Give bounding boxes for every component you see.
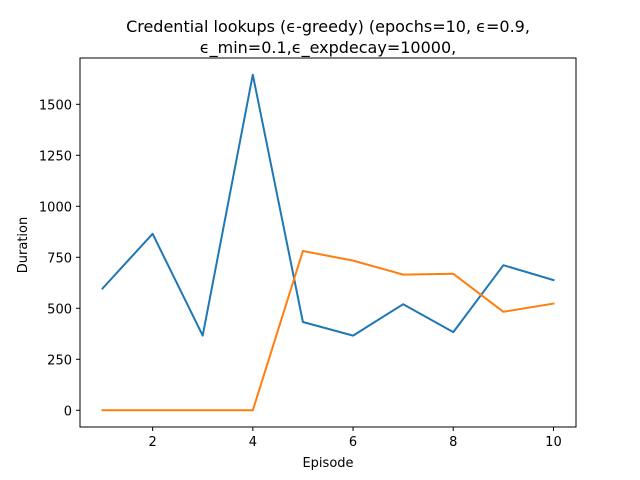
x-tick-label: 10 — [545, 435, 562, 450]
y-tick-label: 500 — [47, 302, 72, 317]
plot-area: 2 4 6 8 10 0 250 500 750 1000 1250 1500 — [39, 57, 577, 450]
x-tick-label: 2 — [149, 435, 157, 450]
y-tick-label: 1250 — [39, 149, 72, 164]
chart-title-line-2: ϵ_min=0.1,ϵ_expdecay=10000, — [200, 38, 456, 58]
x-tick-label: 8 — [449, 435, 457, 450]
y-tick-label: 750 — [47, 251, 72, 266]
y-tick-label: 1000 — [39, 200, 72, 215]
series-line-1 — [101, 73, 555, 337]
plot-frame — [79, 57, 577, 428]
y-tick-label: 250 — [47, 353, 72, 368]
x-axis-label: Episode — [302, 456, 353, 471]
x-tick-label: 6 — [349, 435, 357, 450]
y-axis-label: Duration — [16, 217, 31, 273]
chart-title-line-1: Credential lookups (ϵ-greedy) (epochs=10… — [126, 17, 530, 36]
y-tick-label: 1500 — [39, 98, 72, 113]
series-line-2 — [101, 250, 555, 412]
y-tick-label: 0 — [64, 404, 72, 419]
x-tick-label: 4 — [249, 435, 257, 450]
